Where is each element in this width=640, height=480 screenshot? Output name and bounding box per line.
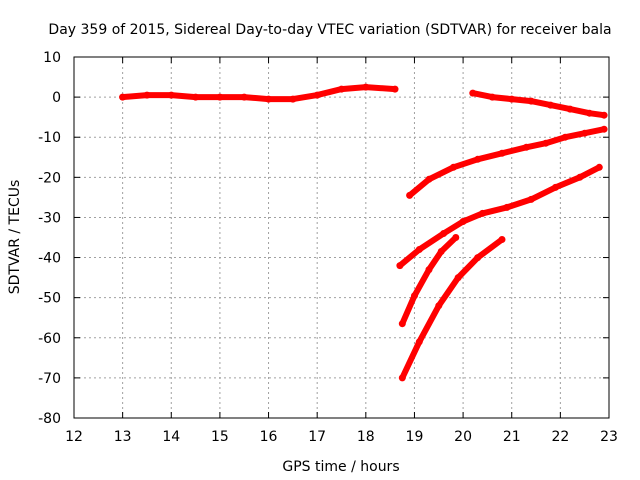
series-layer	[119, 83, 608, 382]
y-tick-label: -70	[38, 371, 61, 387]
series-line-6	[399, 236, 505, 381]
x-tick-label: 21	[503, 429, 521, 445]
y-tick-label: 10	[43, 50, 61, 66]
data-point	[391, 85, 399, 93]
data-point	[289, 95, 297, 103]
data-point	[479, 209, 486, 217]
data-point	[498, 236, 506, 243]
data-point	[586, 109, 593, 117]
data-point	[119, 93, 127, 101]
data-point	[576, 173, 584, 181]
data-point	[338, 85, 345, 93]
data-point	[498, 149, 506, 157]
x-tick-label: 23	[600, 429, 618, 445]
data-point	[488, 93, 496, 101]
x-tick-label: 13	[114, 429, 132, 445]
data-point	[143, 91, 151, 99]
data-point	[415, 338, 423, 346]
data-point	[522, 143, 530, 151]
plot-frame	[73, 56, 610, 419]
data-point	[406, 191, 414, 199]
y-tick-label: -80	[38, 411, 61, 427]
data-point	[600, 111, 608, 119]
x-tick-label: 12	[65, 429, 83, 445]
data-point	[566, 105, 574, 113]
data-point	[542, 139, 550, 147]
data-point	[415, 246, 423, 253]
data-point	[313, 91, 321, 99]
x-tick-label: 18	[357, 429, 375, 445]
data-point	[527, 97, 535, 105]
data-point	[508, 95, 516, 103]
data-point	[435, 302, 443, 310]
data-point	[265, 95, 272, 103]
data-point	[411, 292, 418, 300]
data-point	[527, 195, 535, 203]
data-point	[600, 125, 608, 133]
series-line-5	[399, 234, 459, 327]
data-point	[552, 183, 559, 191]
x-tick-label: 16	[260, 429, 278, 445]
data-point	[192, 93, 200, 101]
data-point	[437, 248, 445, 255]
data-point	[469, 89, 477, 97]
data-point	[440, 230, 448, 237]
data-point	[167, 91, 175, 99]
series-line-3	[406, 126, 608, 199]
x-tick-label: 14	[162, 429, 180, 445]
data-point	[452, 234, 460, 241]
data-point	[425, 266, 433, 274]
data-point	[396, 262, 404, 270]
data-point	[362, 83, 370, 91]
data-point	[240, 93, 248, 101]
data-point	[474, 254, 482, 262]
x-tick-label: 20	[454, 429, 472, 445]
x-tick-label: 17	[308, 429, 326, 445]
grid-lines	[74, 57, 609, 418]
y-axis-label: SDTVAR / TECUs	[7, 180, 23, 295]
x-axis-label: GPS time / hours	[282, 459, 399, 475]
chart-title: Day 359 of 2015, Sidereal Day-to-day VTE…	[48, 22, 611, 38]
data-point	[595, 163, 603, 171]
data-point	[547, 101, 555, 109]
data-point	[398, 374, 406, 382]
series-line-1	[119, 84, 398, 103]
data-point	[561, 133, 569, 141]
x-tick-label: 15	[211, 429, 229, 445]
y-tick-label: -10	[38, 130, 61, 146]
y-tick-label: -50	[38, 291, 61, 307]
y-tick-label: 0	[52, 90, 61, 106]
series-line-4	[396, 164, 603, 269]
x-tick-label: 19	[406, 429, 424, 445]
data-point	[425, 175, 433, 183]
axis-ticks: 12 13 14 15 16 17 18 19 20 21 22 23 10 0 -10 -20 -30 -40 -…	[38, 50, 618, 445]
data-point	[454, 274, 462, 282]
y-tick-label: -40	[38, 251, 61, 267]
y-tick-label: -60	[38, 331, 61, 347]
data-point	[474, 155, 482, 163]
data-point	[398, 320, 406, 328]
y-tick-label: -30	[38, 210, 61, 226]
data-point	[449, 163, 457, 171]
data-point	[581, 129, 589, 137]
x-tick-label: 22	[551, 429, 569, 445]
data-point	[503, 203, 511, 211]
y-tick-label: -20	[38, 170, 61, 186]
data-point	[216, 93, 224, 101]
data-point	[459, 218, 467, 225]
